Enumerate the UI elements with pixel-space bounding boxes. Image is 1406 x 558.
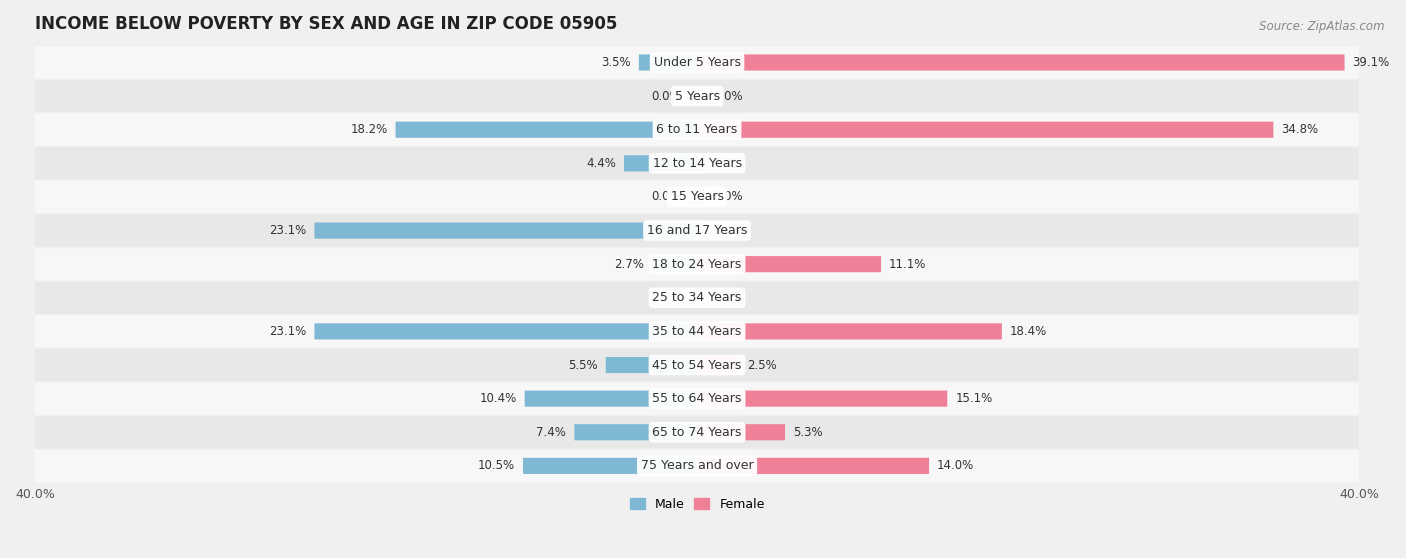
FancyBboxPatch shape (35, 147, 1360, 180)
Text: 3.5%: 3.5% (602, 56, 631, 69)
FancyBboxPatch shape (697, 88, 706, 104)
FancyBboxPatch shape (697, 189, 706, 205)
FancyBboxPatch shape (574, 424, 697, 440)
Text: 4.4%: 4.4% (586, 157, 616, 170)
Text: 23.1%: 23.1% (269, 325, 307, 338)
FancyBboxPatch shape (697, 156, 706, 171)
FancyBboxPatch shape (697, 357, 738, 373)
FancyBboxPatch shape (35, 382, 1360, 415)
Text: 14.0%: 14.0% (936, 459, 974, 473)
Text: 2.7%: 2.7% (614, 258, 644, 271)
Text: 0.0%: 0.0% (714, 190, 744, 204)
FancyBboxPatch shape (35, 282, 1360, 314)
Text: 0.0%: 0.0% (714, 90, 744, 103)
Text: 75 Years and over: 75 Years and over (641, 459, 754, 473)
Text: 0.0%: 0.0% (651, 90, 681, 103)
Legend: Male, Female: Male, Female (624, 493, 769, 516)
Text: 6 to 11 Years: 6 to 11 Years (657, 123, 738, 136)
Text: 2.5%: 2.5% (747, 359, 776, 372)
FancyBboxPatch shape (35, 181, 1360, 213)
FancyBboxPatch shape (689, 189, 697, 205)
FancyBboxPatch shape (523, 458, 697, 474)
Text: 12 to 14 Years: 12 to 14 Years (652, 157, 741, 170)
FancyBboxPatch shape (697, 55, 1344, 70)
FancyBboxPatch shape (524, 391, 697, 407)
Text: 39.1%: 39.1% (1353, 56, 1389, 69)
FancyBboxPatch shape (638, 55, 697, 70)
Text: 5.3%: 5.3% (793, 426, 823, 439)
Text: 18.2%: 18.2% (350, 123, 388, 136)
Text: 35 to 44 Years: 35 to 44 Years (652, 325, 742, 338)
Text: 5.5%: 5.5% (568, 359, 598, 372)
FancyBboxPatch shape (35, 349, 1360, 381)
FancyBboxPatch shape (697, 122, 1274, 138)
Text: 5 Years: 5 Years (675, 90, 720, 103)
Text: 0.0%: 0.0% (714, 291, 744, 304)
FancyBboxPatch shape (35, 315, 1360, 348)
Text: 7.4%: 7.4% (537, 426, 567, 439)
Text: 45 to 54 Years: 45 to 54 Years (652, 359, 742, 372)
FancyBboxPatch shape (315, 223, 697, 239)
FancyBboxPatch shape (395, 122, 697, 138)
Text: 0.0%: 0.0% (651, 291, 681, 304)
Text: 0.0%: 0.0% (651, 190, 681, 204)
Text: 18 to 24 Years: 18 to 24 Years (652, 258, 742, 271)
Text: Under 5 Years: Under 5 Years (654, 56, 741, 69)
Text: 65 to 74 Years: 65 to 74 Years (652, 426, 742, 439)
Text: 55 to 64 Years: 55 to 64 Years (652, 392, 742, 405)
Text: 18.4%: 18.4% (1010, 325, 1047, 338)
FancyBboxPatch shape (697, 256, 882, 272)
FancyBboxPatch shape (652, 256, 697, 272)
FancyBboxPatch shape (697, 223, 706, 238)
FancyBboxPatch shape (689, 290, 697, 306)
FancyBboxPatch shape (315, 323, 697, 339)
FancyBboxPatch shape (624, 155, 697, 171)
FancyBboxPatch shape (35, 80, 1360, 112)
Text: 23.1%: 23.1% (269, 224, 307, 237)
FancyBboxPatch shape (697, 290, 706, 306)
Text: Source: ZipAtlas.com: Source: ZipAtlas.com (1260, 20, 1385, 32)
FancyBboxPatch shape (35, 214, 1360, 247)
Text: 25 to 34 Years: 25 to 34 Years (652, 291, 742, 304)
FancyBboxPatch shape (697, 323, 1002, 339)
FancyBboxPatch shape (697, 458, 929, 474)
FancyBboxPatch shape (35, 248, 1360, 280)
Text: 15.1%: 15.1% (955, 392, 993, 405)
FancyBboxPatch shape (35, 114, 1360, 146)
Text: 0.0%: 0.0% (714, 157, 744, 170)
FancyBboxPatch shape (697, 391, 948, 407)
FancyBboxPatch shape (689, 88, 697, 104)
Text: 0.0%: 0.0% (714, 224, 744, 237)
Text: 34.8%: 34.8% (1281, 123, 1319, 136)
Text: INCOME BELOW POVERTY BY SEX AND AGE IN ZIP CODE 05905: INCOME BELOW POVERTY BY SEX AND AGE IN Z… (35, 15, 617, 33)
Text: 15 Years: 15 Years (671, 190, 724, 204)
Text: 10.5%: 10.5% (478, 459, 515, 473)
Text: 16 and 17 Years: 16 and 17 Years (647, 224, 747, 237)
FancyBboxPatch shape (606, 357, 697, 373)
FancyBboxPatch shape (35, 416, 1360, 449)
FancyBboxPatch shape (35, 46, 1360, 79)
Text: 10.4%: 10.4% (479, 392, 516, 405)
FancyBboxPatch shape (35, 450, 1360, 482)
FancyBboxPatch shape (697, 424, 785, 440)
Text: 11.1%: 11.1% (889, 258, 927, 271)
